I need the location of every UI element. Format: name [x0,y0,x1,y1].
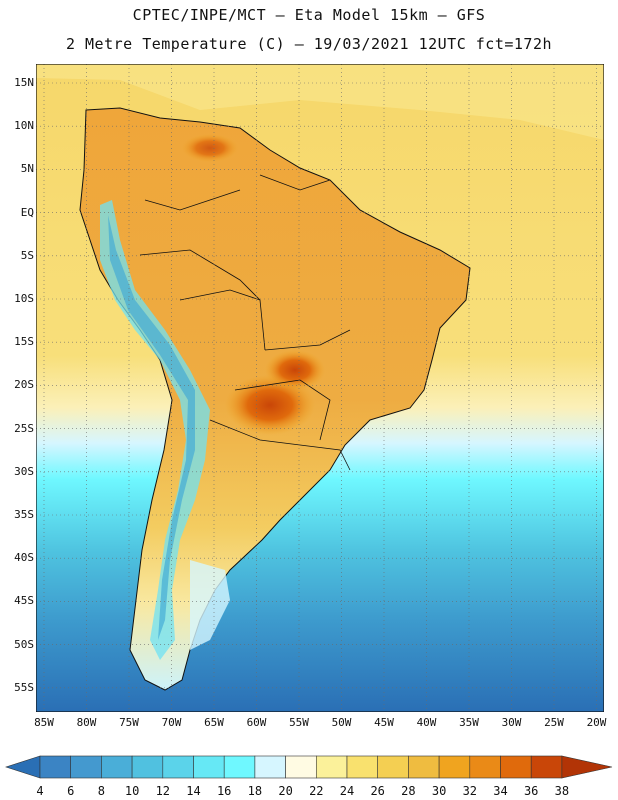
colorbar-swatch [70,755,102,779]
lon-label: 35W [459,716,479,729]
lon-label: 40W [416,716,437,729]
temperature-colorbar [5,755,613,779]
colorbar-tick-label: 24 [339,784,355,798]
colorbar-swatch [223,755,256,779]
lat-lon-grid [36,64,604,712]
colorbar-tick-label: 30 [431,784,447,798]
lat-label: 40S [14,551,34,565]
andes-cold-strip [100,200,210,660]
lat-label: 20S [14,378,34,392]
colorbar-swatch [162,755,194,779]
country-borders [139,174,351,471]
colorbar-swatch [39,755,72,779]
colorbar-tick-label: 4 [36,784,44,798]
map-title-line2: 2 Metre Temperature (C) – 19/03/2021 12U… [65,35,553,53]
lat-label: 15S [14,335,34,349]
hot-core-mato-grosso [265,350,325,390]
caribbean-warm-area [36,64,604,140]
hot-core-venezuela [182,134,238,162]
hot-core-paraguay [225,375,315,435]
lat-label: 55S [14,680,34,694]
map-title-line1: CPTEC/INPE/MCT – Eta Model 15km – GFS [132,6,486,24]
lat-label: 25S [14,421,34,435]
colorbar-swatch [408,755,440,779]
colorbar-swatch [101,755,133,779]
colorbar-swatch [377,755,409,779]
colorbar-max-arrow [561,755,613,779]
lat-label: 5N [20,162,34,176]
colorbar-tick-label: 20 [278,784,293,798]
lat-label: EQ [20,205,34,219]
colorbar-tick-label: 14 [186,784,201,798]
colorbar-min-arrow [5,755,41,779]
lat-label: 10S [14,292,34,305]
colorbar-swatch [285,755,317,779]
lat-label: 30S [14,464,34,478]
lon-label: 30W [501,716,522,729]
lon-label: 65W [204,716,224,729]
lon-label: 70W [161,716,182,729]
colorbar-tick-label: 26 [370,784,385,798]
colorbar-tick-label: 18 [247,784,263,798]
colorbar-swatch [254,755,286,779]
colorbar-tick-label: 34 [493,784,508,798]
colorbar-swatch [500,755,532,779]
lat-label: 45S [14,594,34,608]
colorbar-swatch [469,755,501,779]
colorbar-tick-label: 38 [554,784,570,798]
temperature-map [36,64,604,712]
colorbar-swatch [193,755,225,779]
lon-label: 75W [119,716,139,729]
lon-label: 50W [331,716,352,729]
lon-label: 20W [586,716,607,729]
colorbar-tick-label: 12 [155,784,171,798]
colorbar-swatch [131,755,164,779]
lat-label: 5S [20,248,34,262]
colorbar-tick-label: 28 [401,784,416,798]
colorbar-swatch [438,755,471,779]
andes-core-strip [108,215,195,640]
lon-label: 55W [289,716,309,729]
colorbar-tick-label: 22 [309,784,324,798]
colorbar-swatch [315,755,348,779]
colorbar-tick-label: 32 [462,784,478,798]
lat-label: 35S [14,508,34,521]
colorbar-tick-label: 8 [97,784,105,798]
colorbar-tick-label: 10 [124,784,140,798]
lon-label: 60W [246,716,267,729]
colorbar-tick-label: 16 [216,784,232,798]
colorbar-swatch [530,755,563,779]
lat-label: 15N [14,76,34,89]
lon-label: 25W [544,716,564,729]
colorbar-tick-label: 6 [67,784,75,798]
patagonia-cool-patch [190,560,230,650]
lat-label: 10N [14,119,34,133]
lon-label: 85W [34,716,54,729]
lon-label: 80W [76,716,97,729]
lon-label: 45W [374,716,394,729]
colorbar-swatch [346,755,379,779]
lat-label: 50S [14,637,34,651]
colorbar-tick-label: 36 [523,784,539,798]
